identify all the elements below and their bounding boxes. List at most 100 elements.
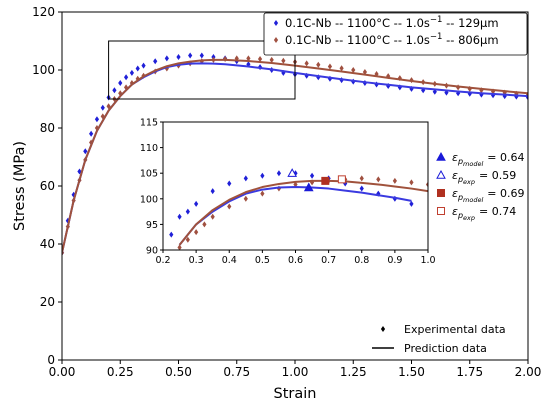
inset-data-point	[260, 172, 265, 179]
inset-data-point	[169, 231, 174, 238]
main-data-point	[118, 90, 123, 97]
main-data-point	[135, 65, 140, 72]
main-data-point	[339, 65, 344, 72]
main-data-point	[199, 52, 204, 59]
main-data-point	[316, 61, 321, 68]
y-tick-label: 40	[40, 237, 55, 251]
main-data-point	[421, 87, 426, 94]
y-tick-label: 0	[47, 353, 55, 367]
main-prediction-line	[62, 58, 528, 253]
inset-prediction-line	[178, 179, 428, 246]
peak-marker	[337, 175, 346, 184]
inset-plot: 0.2 0.3 0.4 0.5 0.6 0.7 0.8 0.9 1.0 90 95 100 105 11…	[140, 118, 436, 267]
x-tick-label: 0.75	[223, 365, 250, 379]
inset-y-ticks: 90 95 100 105 110 115	[140, 118, 163, 257]
inset-x-tick-label: 0.4	[222, 255, 237, 266]
legend-bottom: Experimental data Prediction data	[372, 323, 506, 355]
inset-data-point	[202, 221, 207, 228]
inset-y-tick-label: 95	[146, 220, 158, 231]
x-tick-label: 2.00	[515, 365, 542, 379]
inset-data-point	[210, 188, 215, 195]
inset-series-2	[178, 186, 412, 246]
inset-data-point	[243, 195, 248, 202]
inset-data-point	[376, 176, 381, 183]
inset-legend-label: εpmodel = 0.69	[452, 187, 525, 204]
zoom-region-box	[108, 40, 296, 100]
inset-data-point	[227, 203, 232, 210]
inset-x-tick-label: 0.5	[255, 255, 270, 266]
main-data-point	[123, 74, 129, 81]
inset-data-point	[243, 175, 248, 182]
legend-marker	[273, 37, 279, 43]
inset-data-point	[425, 181, 428, 188]
main-data-point	[246, 55, 251, 62]
inset-data-point	[177, 244, 182, 250]
x-tick-label: 0.25	[107, 365, 134, 379]
main-data-point	[479, 87, 484, 94]
inset-x-tick-label: 0.7	[321, 255, 336, 266]
inset-data-point	[260, 190, 265, 197]
main-x-ticks: 0.00 0.25 0.50 0.75 1.00 1.25 1.50 1.75 2.00	[49, 360, 542, 379]
x-tick-label: 1.25	[340, 365, 367, 379]
inset-prediction-line	[178, 186, 412, 246]
inset-x-ticks: 0.2 0.3 0.4 0.5 0.6 0.7 0.8 0.9 1.0	[155, 250, 436, 266]
inset-data-point	[227, 180, 232, 187]
inset-x-tick-label: 0.3	[189, 255, 204, 266]
main-data-point	[188, 52, 193, 59]
inset-series-3	[178, 179, 428, 246]
inset-legend-label: εpmodel = 0.64	[452, 151, 525, 168]
y-tick-label: 20	[40, 295, 55, 309]
main-data-point	[141, 62, 146, 69]
inset-y-tick-label: 100	[140, 194, 158, 205]
y-axis-label: Stress (MPa)	[12, 141, 28, 231]
inset-data-point	[359, 175, 364, 182]
main-series-3	[62, 58, 528, 253]
x-tick-label: 0.50	[165, 365, 192, 379]
inset-legend-label: εpexp = 0.74	[452, 205, 516, 222]
inset-x-tick-label: 0.8	[354, 255, 369, 266]
y-tick-label: 120	[32, 5, 55, 19]
inset-x-tick-label: 0.2	[155, 255, 170, 266]
main-data-point	[89, 130, 94, 137]
legend-top-box	[263, 12, 528, 56]
legend-top: 0.1C-Nb -- 1100°C -- 1.0s−1 -- 129μm 0.1C…	[263, 12, 528, 56]
x-tick-label: 1.50	[398, 365, 425, 379]
main-data-point	[153, 58, 158, 65]
main-data-point	[100, 104, 105, 111]
peak-marker	[287, 168, 298, 177]
inset-legend-marker	[436, 169, 446, 179]
inset-data-point	[185, 208, 190, 215]
inset-y-tick-label: 115	[140, 118, 158, 129]
main-data-point	[351, 67, 356, 73]
main-data-point	[112, 87, 117, 94]
inset-data-point	[409, 179, 414, 186]
main-y-ticks: 0 20 40 60 80 100 120	[32, 5, 62, 367]
main-data-point	[257, 55, 263, 62]
x-tick-label: 0.00	[49, 365, 76, 379]
inset-peak-markers	[287, 168, 346, 192]
inset-data-point	[359, 185, 364, 192]
main-data-point	[397, 75, 402, 82]
main-data-point	[362, 69, 367, 76]
legend-top-label: 0.1C-Nb -- 1100°C -- 1.0s−1 -- 806μm	[285, 32, 499, 47]
inset-legend-marker	[437, 189, 445, 197]
main-data-point	[89, 139, 94, 146]
main-data-point	[269, 56, 274, 63]
legend-marker	[273, 20, 279, 26]
inset-data-point	[194, 229, 199, 236]
main-data-point	[281, 57, 286, 64]
inset-data-point	[409, 200, 414, 207]
inset-data-point	[309, 172, 315, 179]
inset-x-tick-label: 0.6	[288, 255, 303, 266]
peak-marker	[303, 182, 314, 192]
inset-data-point	[194, 200, 199, 207]
main-series-layer	[62, 52, 528, 256]
inset-data-point	[210, 213, 215, 220]
inset-legend-marker	[437, 207, 445, 215]
main-data-point	[304, 60, 309, 67]
main-data-point	[129, 69, 134, 76]
main-data-point	[83, 148, 88, 155]
inset-data-point	[185, 236, 190, 243]
